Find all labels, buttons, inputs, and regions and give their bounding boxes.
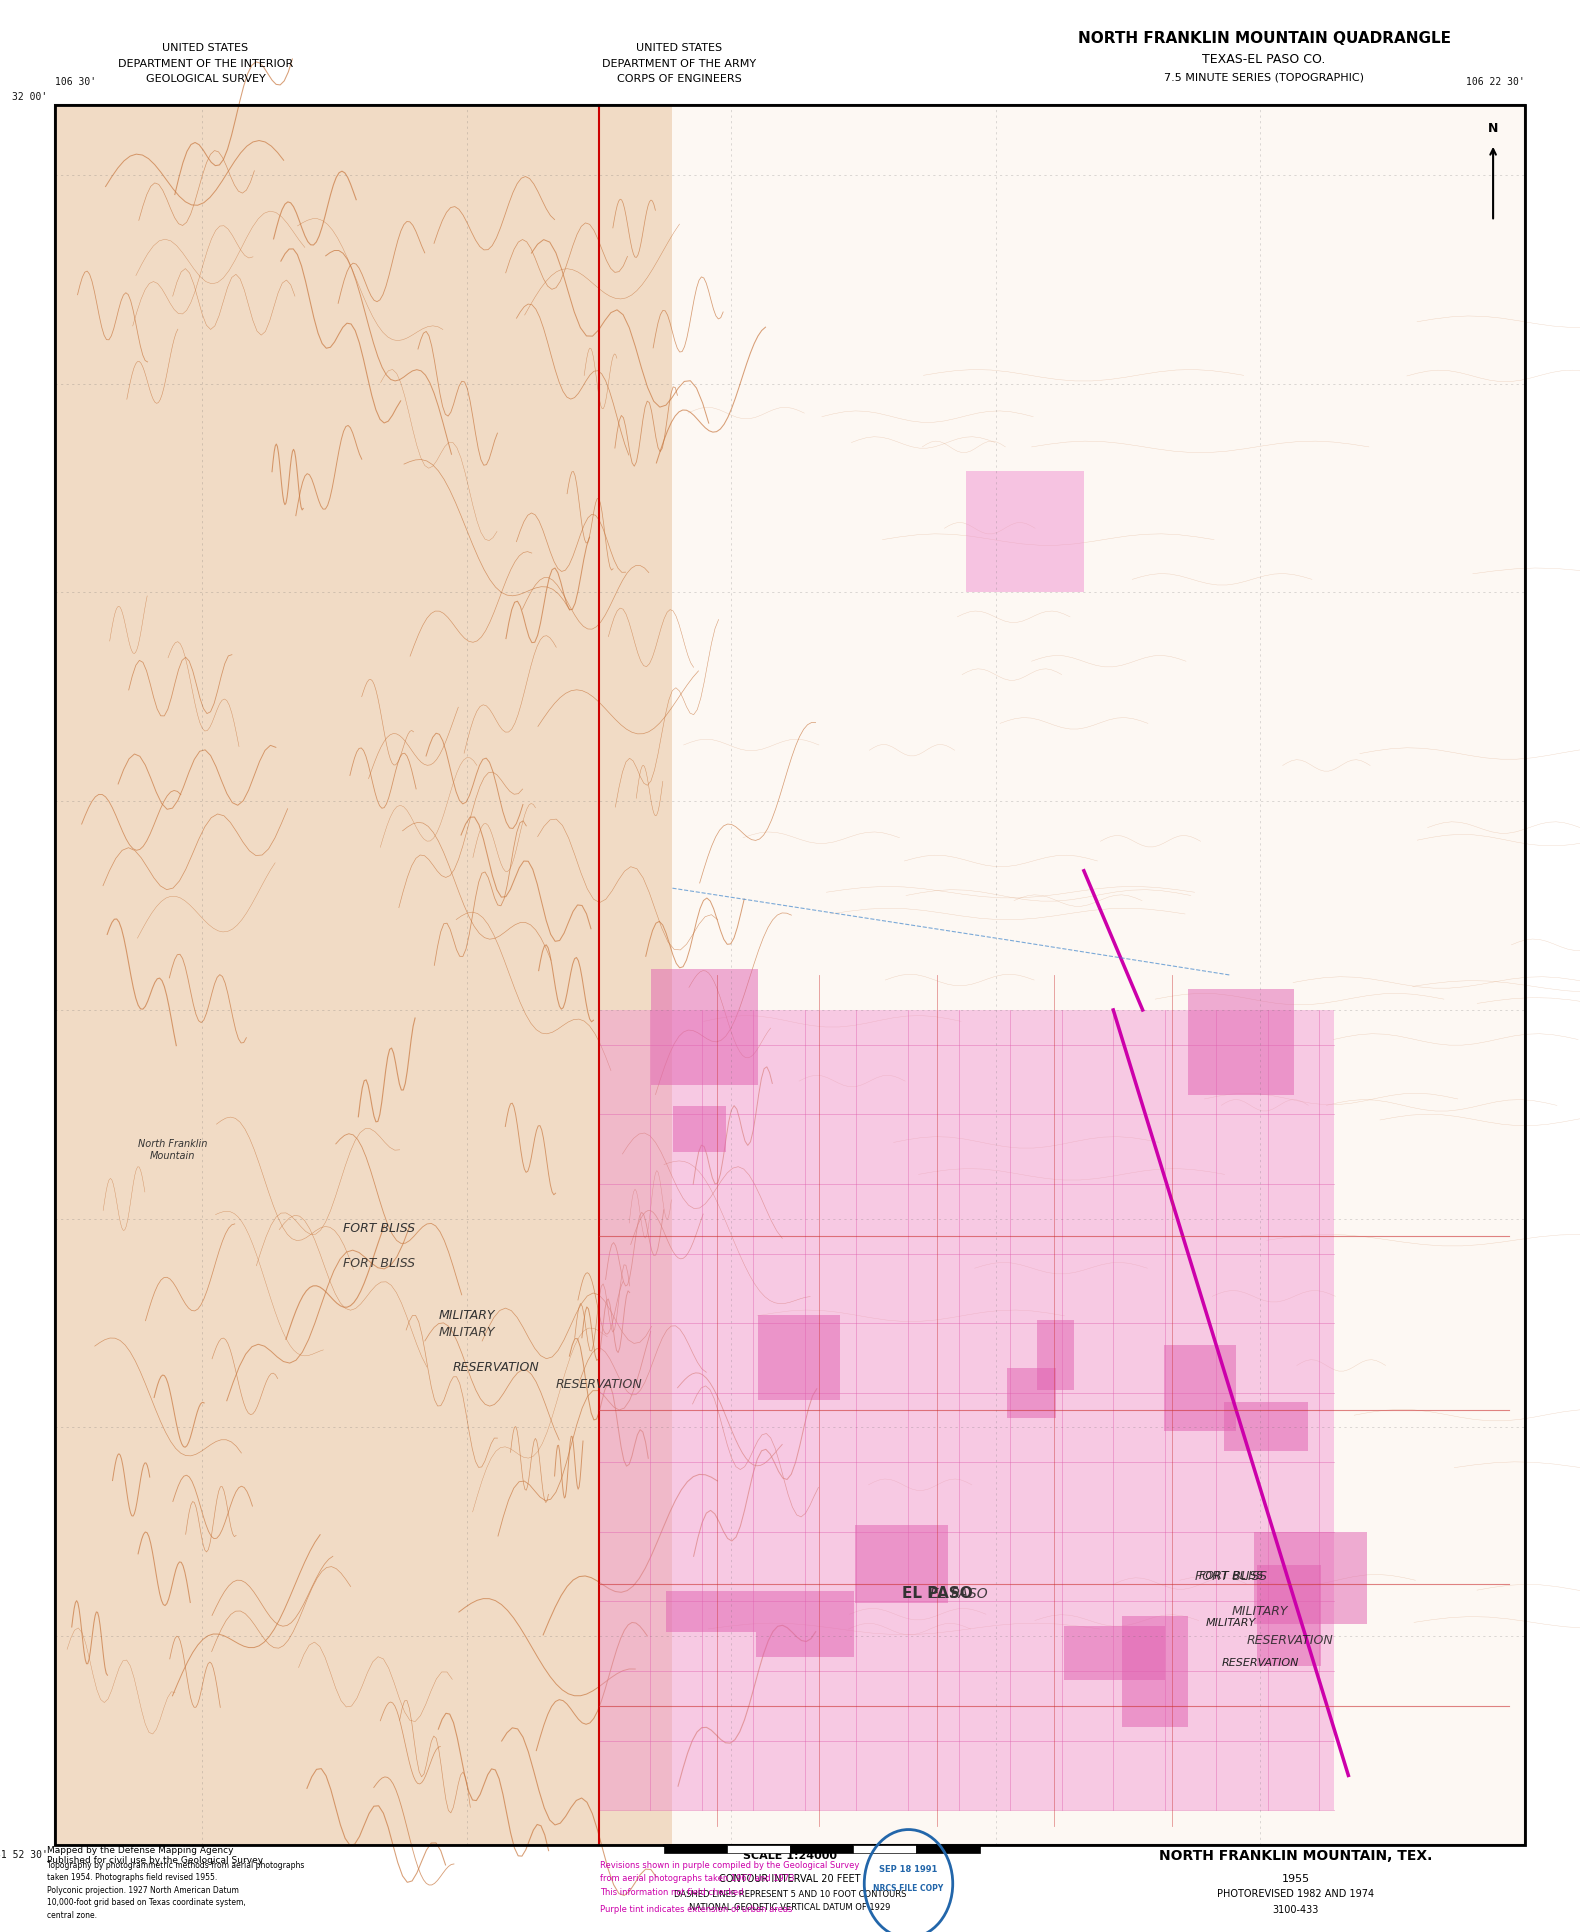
- Text: DEPARTMENT OF THE INTERIOR: DEPARTMENT OF THE INTERIOR: [118, 58, 292, 70]
- Text: RESERVATION: RESERVATION: [556, 1378, 643, 1391]
- Bar: [1188, 989, 1294, 1095]
- Text: EL PASO: EL PASO: [902, 1586, 972, 1600]
- Text: MILITARY: MILITARY: [439, 1308, 495, 1321]
- Text: RESERVATION: RESERVATION: [1247, 1633, 1334, 1646]
- Text: 1955: 1955: [1281, 1872, 1310, 1884]
- Text: Revisions shown in purple compiled by the Geological Survey
from aerial photogra: Revisions shown in purple compiled by th…: [600, 1861, 860, 1895]
- Bar: [853, 1845, 916, 1853]
- Text: NORTH FRANKLIN MOUNTAIN, TEX.: NORTH FRANKLIN MOUNTAIN, TEX.: [1158, 1847, 1433, 1862]
- Bar: [1122, 1617, 1188, 1727]
- Text: SEP 18 1991: SEP 18 1991: [880, 1864, 937, 1872]
- Text: NRCS FILE COPY: NRCS FILE COPY: [874, 1884, 943, 1891]
- Text: Topography by photogrammetric methods from aerial photographs
taken 1954. Photog: Topography by photogrammetric methods fr…: [47, 1861, 305, 1918]
- Bar: [758, 1316, 841, 1401]
- Text: FORT BLISS: FORT BLISS: [343, 1221, 414, 1235]
- Bar: [1258, 1565, 1321, 1665]
- Bar: [1164, 1345, 1236, 1432]
- Text: FORT BLISS: FORT BLISS: [343, 1256, 414, 1269]
- Bar: [916, 1845, 980, 1853]
- Text: CORPS OF ENGINEERS: CORPS OF ENGINEERS: [618, 73, 741, 85]
- Text: MILITARY: MILITARY: [439, 1325, 495, 1339]
- Bar: [651, 970, 758, 1086]
- Text: RESERVATION: RESERVATION: [1221, 1658, 1299, 1667]
- Bar: [967, 471, 1084, 593]
- Text: Mapped by the Defense Mapping Agency
Published for civil use by the Geological S: Mapped by the Defense Mapping Agency Pub…: [47, 1845, 264, 1864]
- Bar: [55, 106, 1525, 1845]
- Text: Purple tint indicates extension of urban areas: Purple tint indicates extension of urban…: [600, 1905, 793, 1913]
- Text: SCALE 1:24000: SCALE 1:24000: [743, 1849, 837, 1861]
- Bar: [55, 106, 1525, 1845]
- Text: 31 52 30': 31 52 30': [0, 1849, 47, 1859]
- Bar: [667, 1590, 755, 1633]
- Text: DEPARTMENT OF THE ARMY: DEPARTMENT OF THE ARMY: [602, 58, 757, 70]
- Bar: [673, 1105, 725, 1151]
- Text: MILITARY: MILITARY: [1232, 1604, 1288, 1617]
- Bar: [855, 1524, 948, 1604]
- Text: UNITED STATES: UNITED STATES: [163, 43, 248, 54]
- Text: EL PASO: EL PASO: [931, 1586, 988, 1600]
- Text: 32 00': 32 00': [13, 93, 47, 102]
- Text: FORT BLISS: FORT BLISS: [1199, 1571, 1262, 1580]
- Text: RESERVATION: RESERVATION: [453, 1360, 539, 1374]
- Bar: [1063, 1627, 1164, 1681]
- Text: MILITARY: MILITARY: [1206, 1617, 1256, 1627]
- Bar: [790, 1845, 853, 1853]
- Bar: [1006, 1368, 1057, 1418]
- Text: TEXAS-EL PASO CO.: TEXAS-EL PASO CO.: [1202, 54, 1326, 66]
- Bar: [55, 106, 673, 1845]
- Text: DASHED LINES REPRESENT 5 AND 10 FOOT CONTOURS: DASHED LINES REPRESENT 5 AND 10 FOOT CON…: [673, 1889, 907, 1897]
- Text: NORTH FRANKLIN MOUNTAIN QUADRANGLE: NORTH FRANKLIN MOUNTAIN QUADRANGLE: [1078, 31, 1450, 46]
- Bar: [1224, 1403, 1308, 1451]
- Text: PHOTOREVISED 1982 AND 1974: PHOTOREVISED 1982 AND 1974: [1217, 1888, 1375, 1899]
- Bar: [757, 1592, 855, 1658]
- Text: 106 22 30': 106 22 30': [1466, 77, 1525, 87]
- Text: GEOLOGICAL SURVEY: GEOLOGICAL SURVEY: [145, 73, 265, 85]
- Text: 106 30': 106 30': [55, 77, 96, 87]
- Text: 3100-433: 3100-433: [1272, 1903, 1319, 1915]
- Text: FORT BLISS: FORT BLISS: [1194, 1569, 1267, 1582]
- Text: NATIONAL GEODETIC VERTICAL DATUM OF 1929: NATIONAL GEODETIC VERTICAL DATUM OF 1929: [689, 1903, 891, 1911]
- Bar: [1038, 1320, 1074, 1391]
- Text: N: N: [1488, 122, 1498, 135]
- Text: UNITED STATES: UNITED STATES: [637, 43, 722, 54]
- Bar: [1255, 1532, 1367, 1623]
- Bar: [664, 1845, 727, 1853]
- Bar: [599, 1010, 1334, 1810]
- Text: North Franklin
Mountain: North Franklin Mountain: [137, 1138, 207, 1161]
- Bar: [727, 1845, 790, 1853]
- Text: 7.5 MINUTE SERIES (TOPOGRAPHIC): 7.5 MINUTE SERIES (TOPOGRAPHIC): [1164, 71, 1364, 83]
- Text: CONTOUR INTERVAL 20 FEET: CONTOUR INTERVAL 20 FEET: [719, 1872, 861, 1884]
